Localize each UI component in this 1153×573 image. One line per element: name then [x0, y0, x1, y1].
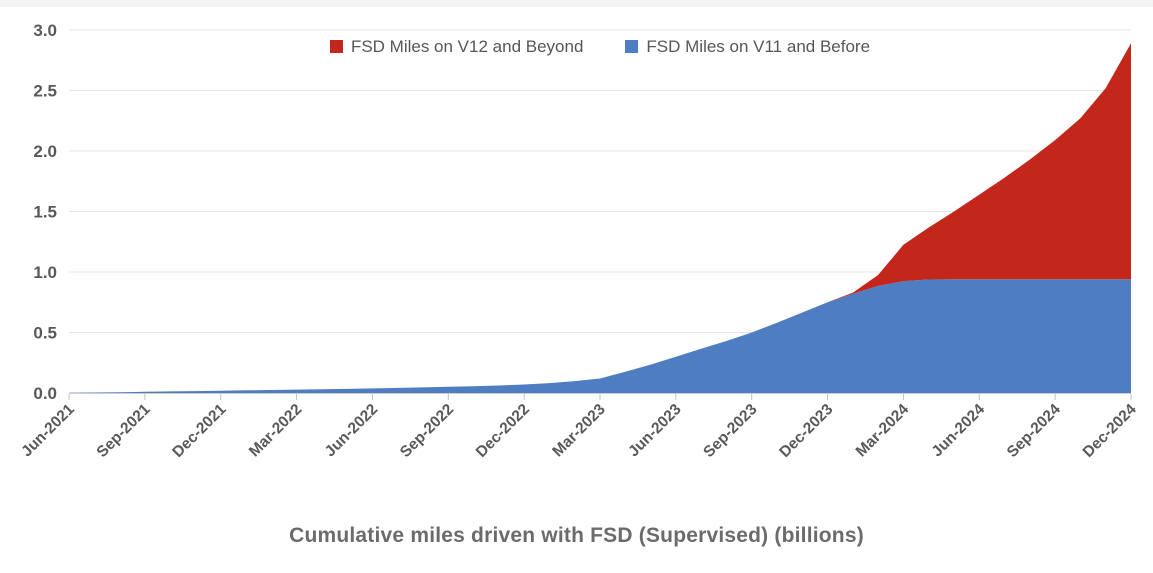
y-axis-tick-label: 2.5: [33, 82, 57, 101]
x-axis-tick-label: Dec-2023: [776, 401, 836, 461]
x-axis-tick-label: Mar-2022: [246, 401, 306, 461]
x-axis-tick-label: Mar-2024: [853, 401, 913, 461]
y-axis-tick-label: 1.0: [33, 263, 57, 282]
x-axis-tick-label: Sep-2023: [700, 401, 760, 461]
x-axis-tick-label: Mar-2023: [549, 401, 609, 461]
x-axis-tick-label: Dec-2022: [473, 401, 533, 461]
chart-title: Cumulative miles driven with FSD (Superv…: [289, 524, 864, 547]
x-axis-tick-label: Dec-2021: [169, 401, 229, 461]
y-axis-tick-label: 0.0: [33, 384, 57, 403]
x-axis-tick-label: Jun-2022: [322, 401, 382, 461]
top-edge-strip: [0, 0, 1153, 7]
x-axis-tick-label: Sep-2024: [1004, 401, 1064, 461]
x-axis-tick-label: Dec-2024: [1080, 401, 1140, 461]
y-axis-tick-label: 3.0: [33, 21, 57, 40]
y-axis-tick-label: 0.5: [33, 324, 57, 343]
x-axis-tick-label: Sep-2021: [94, 401, 154, 461]
x-axis-tick-label: Jun-2023: [625, 401, 685, 461]
y-axis-tick-label: 2.0: [33, 142, 57, 161]
x-axis-tick-label: Sep-2022: [397, 401, 457, 461]
x-axis-tick-label: Jun-2021: [18, 401, 78, 461]
x-axis-tick-label: Jun-2024: [929, 401, 989, 461]
area-v11-and-before: [69, 279, 1131, 393]
y-axis-tick-label: 1.5: [33, 203, 57, 222]
